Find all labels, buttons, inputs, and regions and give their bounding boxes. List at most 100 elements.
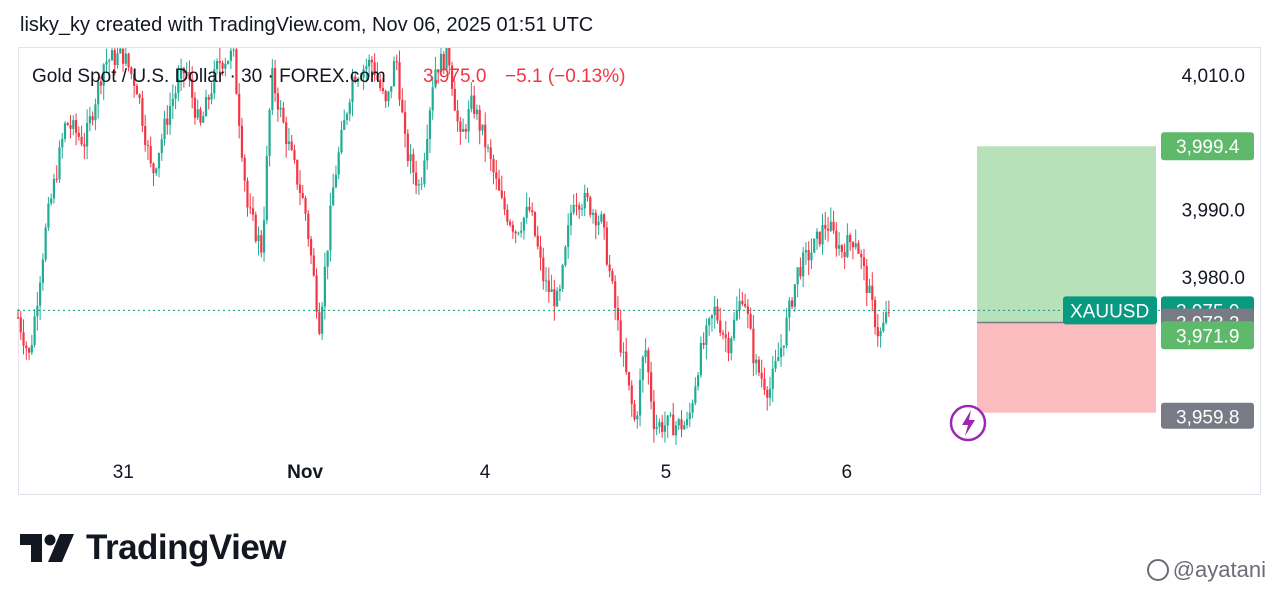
candle-up [63, 123, 67, 139]
candle-up [110, 50, 114, 61]
candle-up [174, 93, 177, 99]
candle-up [879, 330, 882, 337]
candle-down [312, 255, 315, 276]
candle-down [849, 235, 852, 243]
candle-down [536, 235, 539, 247]
candle-down [464, 128, 467, 132]
candle-up [359, 77, 362, 79]
candle-down [354, 76, 357, 83]
watermark-text: @ayatani [1172, 557, 1266, 582]
candle-up [215, 61, 219, 70]
candle-down [652, 401, 655, 429]
candle-down [542, 257, 545, 282]
candle-down [318, 311, 321, 334]
candle-up [420, 183, 423, 185]
candle-down [381, 88, 385, 92]
candle-down [99, 81, 103, 86]
candle-up [105, 61, 108, 65]
candle-down [840, 245, 843, 252]
candle-down [251, 208, 255, 215]
candle-up [345, 113, 349, 121]
candle-down [887, 312, 890, 314]
candle-down [113, 50, 116, 66]
candle-up [434, 69, 437, 88]
candle-up [202, 116, 205, 123]
candle-up [517, 232, 520, 234]
candle-up [846, 235, 849, 257]
candle-up [572, 205, 575, 213]
candle-up [580, 208, 584, 210]
candle-down [437, 69, 440, 73]
candle-down [415, 172, 418, 186]
candle-down [246, 180, 249, 208]
candle-up [445, 48, 448, 70]
candle-down [843, 251, 846, 257]
candle-up [334, 174, 338, 188]
candle-up [58, 147, 61, 180]
candle-down [495, 172, 498, 179]
candle-up [185, 71, 188, 74]
candle-down [746, 306, 749, 314]
candle-up [431, 87, 434, 111]
candle-down [133, 73, 136, 86]
candle-up [36, 305, 39, 317]
candle-down [121, 48, 125, 64]
candle-down [166, 118, 169, 125]
y-tick-label: 3,980.0 [1182, 268, 1245, 289]
candle-down [309, 239, 313, 256]
candle-up [829, 221, 832, 231]
candle-up [694, 386, 697, 404]
candle-down [69, 125, 72, 129]
candle-up [868, 285, 871, 293]
candle-up [641, 356, 644, 380]
candle-down [91, 116, 94, 121]
candle-up [409, 154, 412, 162]
tradingview-logo[interactable]: TradingView [20, 528, 287, 568]
candle-up [340, 129, 343, 153]
candle-up [271, 68, 274, 111]
candle-up [61, 138, 64, 148]
candle-up [556, 291, 559, 307]
chart-legend: Gold Spot / U.S. Dollar · 30 · FOREX.com… [32, 66, 625, 87]
tradingview-logo-icon [20, 534, 74, 562]
candle-down [799, 267, 802, 277]
candle-up [88, 116, 91, 124]
candle-down [450, 65, 454, 89]
candle-down [473, 95, 476, 115]
candle-up [177, 78, 180, 94]
candle-up [785, 317, 788, 346]
candle-down [66, 123, 69, 126]
candle-up [326, 250, 329, 267]
candle-up [567, 225, 570, 247]
candle-down [395, 61, 398, 63]
candle-up [417, 184, 420, 186]
legend-symbol: Gold Spot / U.S. Dollar · 30 · FOREX.com [32, 66, 386, 87]
candle-down [627, 372, 631, 386]
candle-up [224, 63, 227, 69]
candle-up [392, 61, 396, 87]
candle-up [699, 343, 702, 376]
y-tick-label: 4,010.0 [1182, 66, 1245, 87]
time-axis: 31 Nov 4 5 6 [113, 462, 852, 483]
candle-down [83, 144, 86, 147]
candle-down [547, 280, 550, 293]
candle-up [356, 78, 360, 83]
candle-down [80, 136, 83, 145]
candle-down [489, 147, 492, 159]
candle-down [757, 359, 761, 373]
candle-up [351, 76, 354, 103]
candle-down [218, 61, 221, 63]
candle-down [188, 71, 191, 80]
candle-down [603, 214, 606, 228]
candle-down [832, 221, 835, 231]
candle-down [539, 246, 542, 258]
candle-up [636, 415, 639, 420]
candle-up [486, 147, 490, 149]
candle-down [873, 300, 877, 328]
legend-price: 3,975.0 [423, 66, 486, 87]
candle-down [511, 224, 514, 232]
candle-up [520, 230, 523, 233]
candle-up [788, 300, 791, 318]
candle-up [475, 109, 479, 115]
